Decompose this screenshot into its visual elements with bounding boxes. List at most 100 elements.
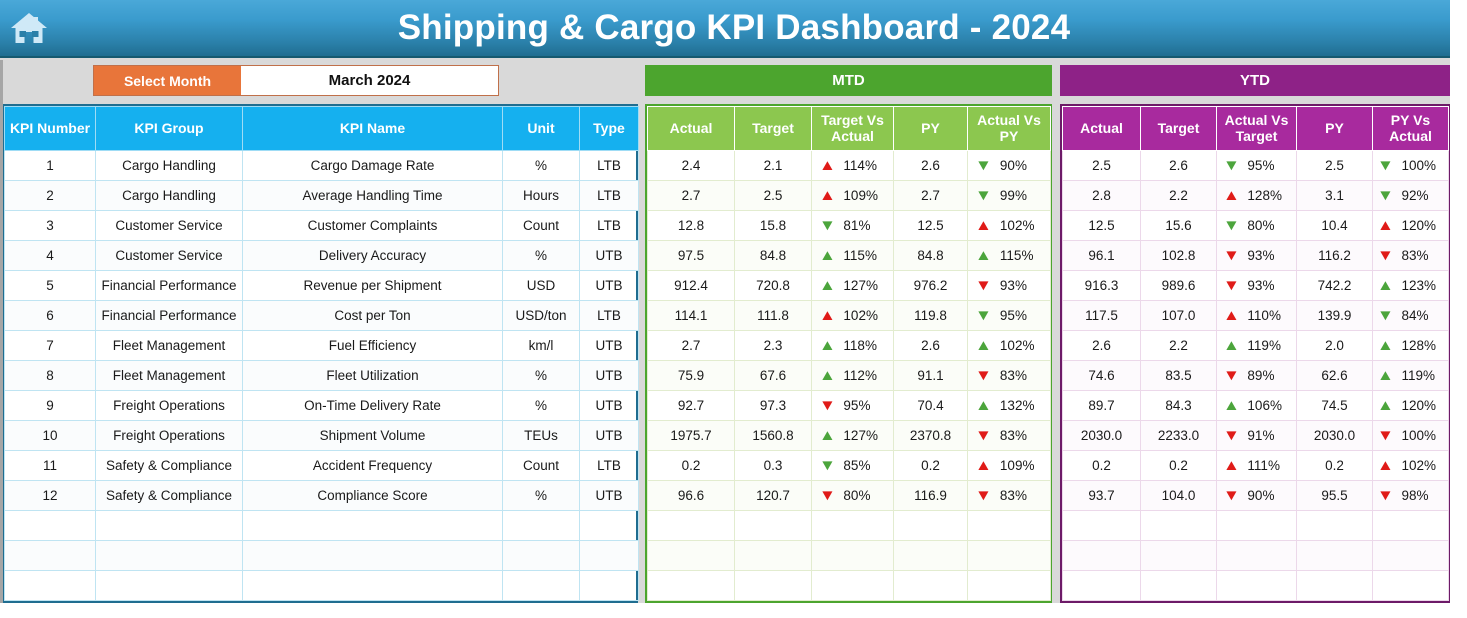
table-row[interactable]: 2.7 2.3 ▲ 118% 2.6 ▲ 102% xyxy=(647,330,1051,361)
table-row[interactable]: 2.4 2.1 ▲ 114% 2.6 ▼ 90% xyxy=(647,150,1051,181)
table-row[interactable]: 92.7 97.3 ▼ 95% 70.4 ▲ 132% xyxy=(647,390,1051,421)
home-button[interactable] xyxy=(0,0,58,57)
cell-ytd-target: 84.3 xyxy=(1140,390,1217,421)
table-row[interactable]: 93.7 104.0 ▼ 90% 95.5 ▼ 98% xyxy=(1062,480,1449,511)
table-row[interactable]: 0.2 0.2 ▲ 111% 0.2 ▲ 102% xyxy=(1062,450,1449,481)
table-row[interactable]: 89.7 84.3 ▲ 106% 74.5 ▲ 120% xyxy=(1062,390,1449,421)
table-row[interactable]: 3 Customer Service Customer Complaints Coun… xyxy=(4,210,639,241)
cell-ytd-actual: 89.7 xyxy=(1062,390,1141,421)
table-row[interactable]: 6 Financial Performance Cost per Ton USD/to… xyxy=(4,300,639,331)
cell-ytd-actual: 93.7 xyxy=(1062,480,1141,511)
table-row[interactable]: 10 Freight Operations Shipment Volume TEUs U… xyxy=(4,420,639,451)
table-row[interactable]: 2.8 2.2 ▲ 128% 3.1 ▼ 92% xyxy=(1062,180,1449,211)
cell-ytd-py-vs-actual: ▲ 119% xyxy=(1372,360,1449,391)
table-row[interactable]: 2030.0 2233.0 ▼ 91% 2030.0 ▼ 100% xyxy=(1062,420,1449,451)
percent-value: 83% xyxy=(999,488,1027,503)
table-row[interactable]: 12 Safety & Compliance Compliance Score% UT… xyxy=(4,480,639,511)
table-row[interactable]: 2.6 2.2 ▲ 119% 2.0 ▲ 128% xyxy=(1062,330,1449,361)
table-row[interactable]: 2.7 2.5 ▲ 109% 2.7 ▼ 99% xyxy=(647,180,1051,211)
table-row[interactable]: 9 Freight Operations On-Time Delivery Rate… xyxy=(4,390,639,421)
cell-unit: Count xyxy=(502,210,580,241)
table-row[interactable]: 96.6 120.7 ▼ 80% 116.9 ▼ 83% xyxy=(647,480,1051,511)
table-row[interactable]: 912.4 720.8 ▲ 127% 976.2 ▼ 93% xyxy=(647,270,1051,301)
empty-cell xyxy=(1296,510,1373,541)
percent-value: 123% xyxy=(1401,278,1436,293)
percent-value: 83% xyxy=(1401,248,1429,263)
cell-mtd-actual-vs-py: ▲ 102% xyxy=(967,210,1051,241)
percent-value: 132% xyxy=(999,398,1035,413)
cell-unit: % xyxy=(502,480,580,511)
arrow-down-icon: ▼ xyxy=(974,277,993,294)
arrow-down-icon: ▼ xyxy=(1222,247,1240,264)
empty-cell xyxy=(242,540,503,571)
percent-value: 115% xyxy=(999,248,1034,263)
table-row[interactable]: 7 Fleet Management Fuel Efficiency km/l UTB xyxy=(4,330,639,361)
cell-ytd-py: 2030.0 xyxy=(1296,420,1373,451)
table-row[interactable]: 74.6 83.5 ▼ 89% 62.6 ▲ 119% xyxy=(1062,360,1449,391)
arrow-down-icon: ▼ xyxy=(1376,157,1394,174)
percent-value: 127% xyxy=(843,278,878,293)
cell-ytd-py: 116.2 xyxy=(1296,240,1373,271)
cell-ytd-target: 2.2 xyxy=(1140,180,1217,211)
col-mtd-target-vs-actual: Target Vs Actual xyxy=(811,106,894,151)
cell-unit: km/l xyxy=(502,330,580,361)
table-row[interactable]: 97.5 84.8 ▲ 115% 84.8 ▲ 115% xyxy=(647,240,1051,271)
table-row[interactable]: 1 Cargo Handling Cargo Damage Rate% LTB xyxy=(4,150,639,181)
col-mtd-py: PY xyxy=(893,106,968,151)
table-row[interactable]: 1975.7 1560.8 ▲ 127% 2370.8 ▼ 83% xyxy=(647,420,1051,451)
cell-ytd-py: 0.2 xyxy=(1296,450,1373,481)
arrow-up-icon: ▲ xyxy=(974,247,993,264)
empty-cell xyxy=(242,510,503,541)
table-row[interactable]: 75.9 67.6 ▲ 112% 91.1 ▼ 83% xyxy=(647,360,1051,391)
percent-value: 102% xyxy=(1401,458,1436,473)
cell-ytd-target: 83.5 xyxy=(1140,360,1217,391)
cell-kpi-name: On-Time Delivery Rate xyxy=(242,390,503,421)
empty-cell xyxy=(647,570,735,601)
empty-cell xyxy=(967,540,1051,571)
table-row[interactable]: 114.1 111.8 ▲ 102% 119.8 ▼ 95% xyxy=(647,300,1051,331)
empty-cell xyxy=(734,540,812,571)
arrow-down-icon: ▼ xyxy=(974,487,993,504)
table-row[interactable]: 4 Customer Service Delivery Accuracy% UTB xyxy=(4,240,639,271)
empty-cell xyxy=(1372,540,1449,571)
cell-mtd-actual: 92.7 xyxy=(647,390,735,421)
cell-kpi-name: Fuel Efficiency xyxy=(242,330,503,361)
month-selector[interactable]: Select Month March 2024 xyxy=(93,65,499,96)
arrow-down-icon: ▼ xyxy=(1222,487,1240,504)
empty-row xyxy=(4,540,639,571)
empty-cell xyxy=(647,510,735,541)
arrow-up-icon: ▲ xyxy=(974,397,993,414)
empty-cell xyxy=(502,540,580,571)
table-row[interactable]: 117.5 107.0 ▲ 110% 139.9 ▼ 84% xyxy=(1062,300,1449,331)
cell-kpi-name: Accident Frequency xyxy=(242,450,503,481)
table-row[interactable]: 2.5 2.6 ▼ 95% 2.5 ▼ 100% xyxy=(1062,150,1449,181)
table-row[interactable]: 5 Financial Performance Revenue per Shipme… xyxy=(4,270,639,301)
percent-value: 109% xyxy=(999,458,1035,473)
cell-kpi-name: Cost per Ton xyxy=(242,300,503,331)
percent-value: 83% xyxy=(999,428,1027,443)
arrow-up-icon: ▲ xyxy=(1222,187,1240,204)
title-bar: Shipping & Cargo KPI Dashboard - 2024 xyxy=(0,0,1450,58)
percent-value: 89% xyxy=(1247,368,1275,383)
selected-month-value[interactable]: March 2024 xyxy=(241,66,498,95)
empty-cell xyxy=(1062,540,1141,571)
arrow-up-icon: ▲ xyxy=(1376,217,1394,234)
table-row[interactable]: 12.8 15.8 ▼ 81% 12.5 ▲ 102% xyxy=(647,210,1051,241)
table-row[interactable]: 0.2 0.3 ▼ 85% 0.2 ▲ 109% xyxy=(647,450,1051,481)
percent-value: 102% xyxy=(843,308,878,323)
empty-cell xyxy=(893,540,968,571)
cell-mtd-target: 111.8 xyxy=(734,300,812,331)
table-row[interactable]: 96.1 102.8 ▼ 93% 116.2 ▼ 83% xyxy=(1062,240,1449,271)
cell-ytd-actual-vs-target: ▼ 93% xyxy=(1216,270,1297,301)
cell-mtd-actual-vs-py: ▼ 95% xyxy=(967,300,1051,331)
arrow-down-icon: ▼ xyxy=(818,217,836,234)
cell-mtd-actual: 0.2 xyxy=(647,450,735,481)
table-row[interactable]: 2 Cargo Handling Average Handling Time Hour… xyxy=(4,180,639,211)
table-row[interactable]: 8 Fleet Management Fleet Utilization% UTB xyxy=(4,360,639,391)
table-row[interactable]: 916.3 989.6 ▼ 93% 742.2 ▲ 123% xyxy=(1062,270,1449,301)
table-row[interactable]: 11 Safety & Compliance Accident Frequency C… xyxy=(4,450,639,481)
arrow-up-icon: ▲ xyxy=(1376,397,1394,414)
table-row[interactable]: 12.5 15.6 ▼ 80% 10.4 ▲ 120% xyxy=(1062,210,1449,241)
cell-ytd-actual-vs-target: ▼ 89% xyxy=(1216,360,1297,391)
cell-type: UTB xyxy=(579,480,639,511)
